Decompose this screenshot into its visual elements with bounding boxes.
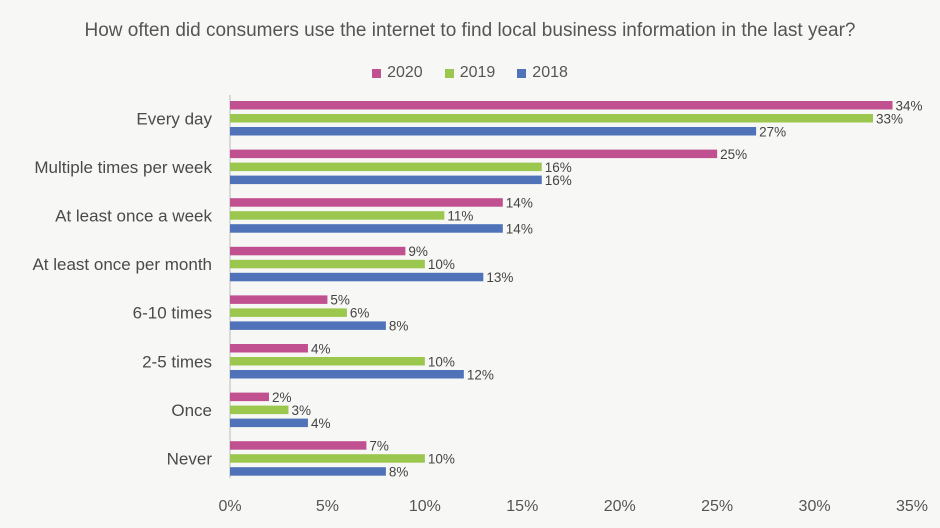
x-tick-label: 30%: [799, 498, 831, 515]
category-label: Every day: [136, 109, 212, 128]
value-label: 10%: [428, 257, 455, 272]
bar-2020: [230, 441, 367, 450]
x-tick-label: 10%: [409, 498, 441, 515]
value-label: 7%: [369, 438, 389, 453]
bar-2019: [230, 454, 425, 463]
bar-2018: [230, 467, 386, 476]
legend-label: 2018: [532, 64, 568, 81]
value-label: 16%: [545, 173, 572, 188]
value-label: 16%: [545, 160, 572, 175]
legend-item-2020: 2020: [372, 64, 423, 82]
value-label: 14%: [506, 195, 533, 210]
legend-item-2019: 2019: [444, 64, 496, 82]
value-label: 33%: [876, 111, 903, 126]
bar-2019: [230, 114, 874, 123]
value-label: 10%: [428, 354, 455, 369]
bar-2020: [230, 198, 503, 207]
value-label: 13%: [486, 270, 513, 285]
value-label: 4%: [311, 416, 331, 431]
legend-swatch: [372, 68, 382, 78]
category-label: At least once per month: [32, 255, 212, 274]
value-label: 3%: [291, 403, 311, 418]
bar-2019: [230, 308, 347, 317]
value-label: 5%: [330, 293, 350, 308]
category-label: 2-5 times: [142, 352, 212, 371]
value-label: 25%: [720, 147, 747, 162]
bar-2018: [230, 175, 542, 185]
x-tick-label: 25%: [701, 498, 733, 515]
category-label: Once: [171, 401, 212, 420]
value-label: 11%: [447, 208, 473, 223]
value-label: 2%: [272, 390, 292, 405]
x-tick-label: 0%: [218, 498, 241, 515]
chart-title: How often did consumers use the internet…: [84, 20, 856, 41]
legend-label: 2020: [387, 64, 423, 81]
bar-2019: [230, 357, 425, 366]
bar-2018: [230, 370, 464, 379]
bar-2018: [230, 224, 503, 233]
bar-2019: [230, 259, 425, 269]
bar-2019: [230, 405, 289, 415]
value-label: 12%: [467, 367, 494, 382]
legend-label: 2019: [459, 64, 496, 81]
value-label: 9%: [408, 244, 428, 259]
legend-swatch: [444, 68, 454, 78]
bar-2018: [230, 321, 386, 330]
value-label: 10%: [428, 451, 455, 466]
bar-2018: [230, 418, 308, 428]
bar-2018: [230, 272, 484, 282]
category-label: Multiple times per week: [34, 158, 212, 177]
legend-item-2018: 2018: [517, 64, 568, 82]
legend-swatch: [517, 68, 527, 78]
bar-2019: [230, 162, 542, 172]
bar-2019: [230, 211, 445, 220]
bar-2020: [230, 344, 308, 353]
value-label: 4%: [311, 341, 331, 356]
legend: 2020 2019 2018: [0, 64, 940, 82]
value-label: 14%: [506, 221, 533, 236]
category-label: 6-10 times: [133, 304, 212, 323]
category-label: At least once a week: [55, 206, 212, 225]
category-label: Never: [167, 449, 213, 468]
value-label: 6%: [350, 306, 370, 321]
x-tick-label: 35%: [896, 498, 928, 515]
bar-2020: [230, 246, 406, 256]
value-label: 27%: [759, 124, 786, 139]
bar-2020: [230, 295, 328, 304]
bar-2018: [230, 127, 757, 136]
value-label: 34%: [896, 98, 923, 113]
value-label: 8%: [389, 464, 409, 479]
bar-2020: [230, 149, 718, 159]
x-tick-label: 5%: [316, 498, 339, 515]
bar-2020: [230, 101, 893, 110]
bar-2020: [230, 392, 269, 402]
value-label: 8%: [389, 319, 409, 334]
x-tick-label: 20%: [604, 498, 636, 515]
x-tick-label: 15%: [506, 498, 538, 515]
